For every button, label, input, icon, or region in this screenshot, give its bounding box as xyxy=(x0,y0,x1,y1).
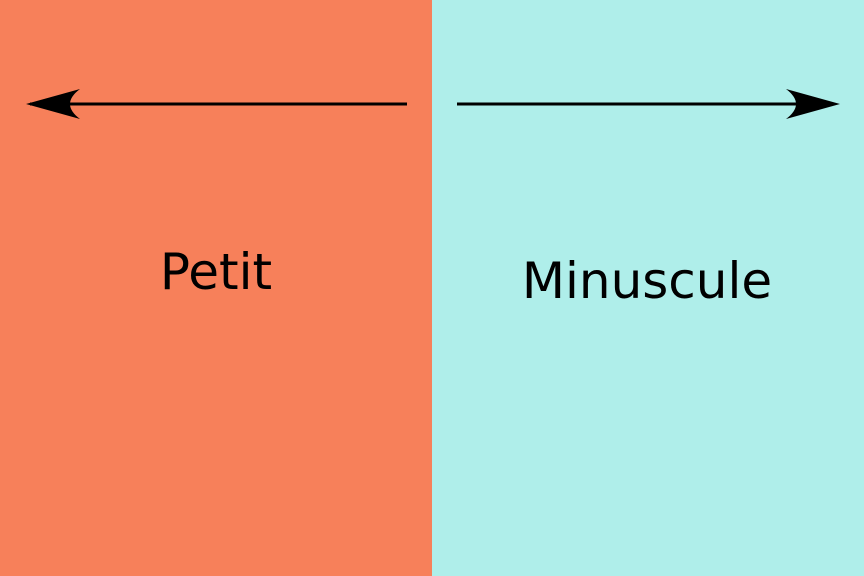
petit-label: Petit xyxy=(159,243,273,301)
minuscule-label: Minuscule xyxy=(521,252,773,310)
right-panel xyxy=(432,0,864,576)
left-arrow-icon xyxy=(26,89,407,119)
right-arrow-icon xyxy=(457,89,840,119)
